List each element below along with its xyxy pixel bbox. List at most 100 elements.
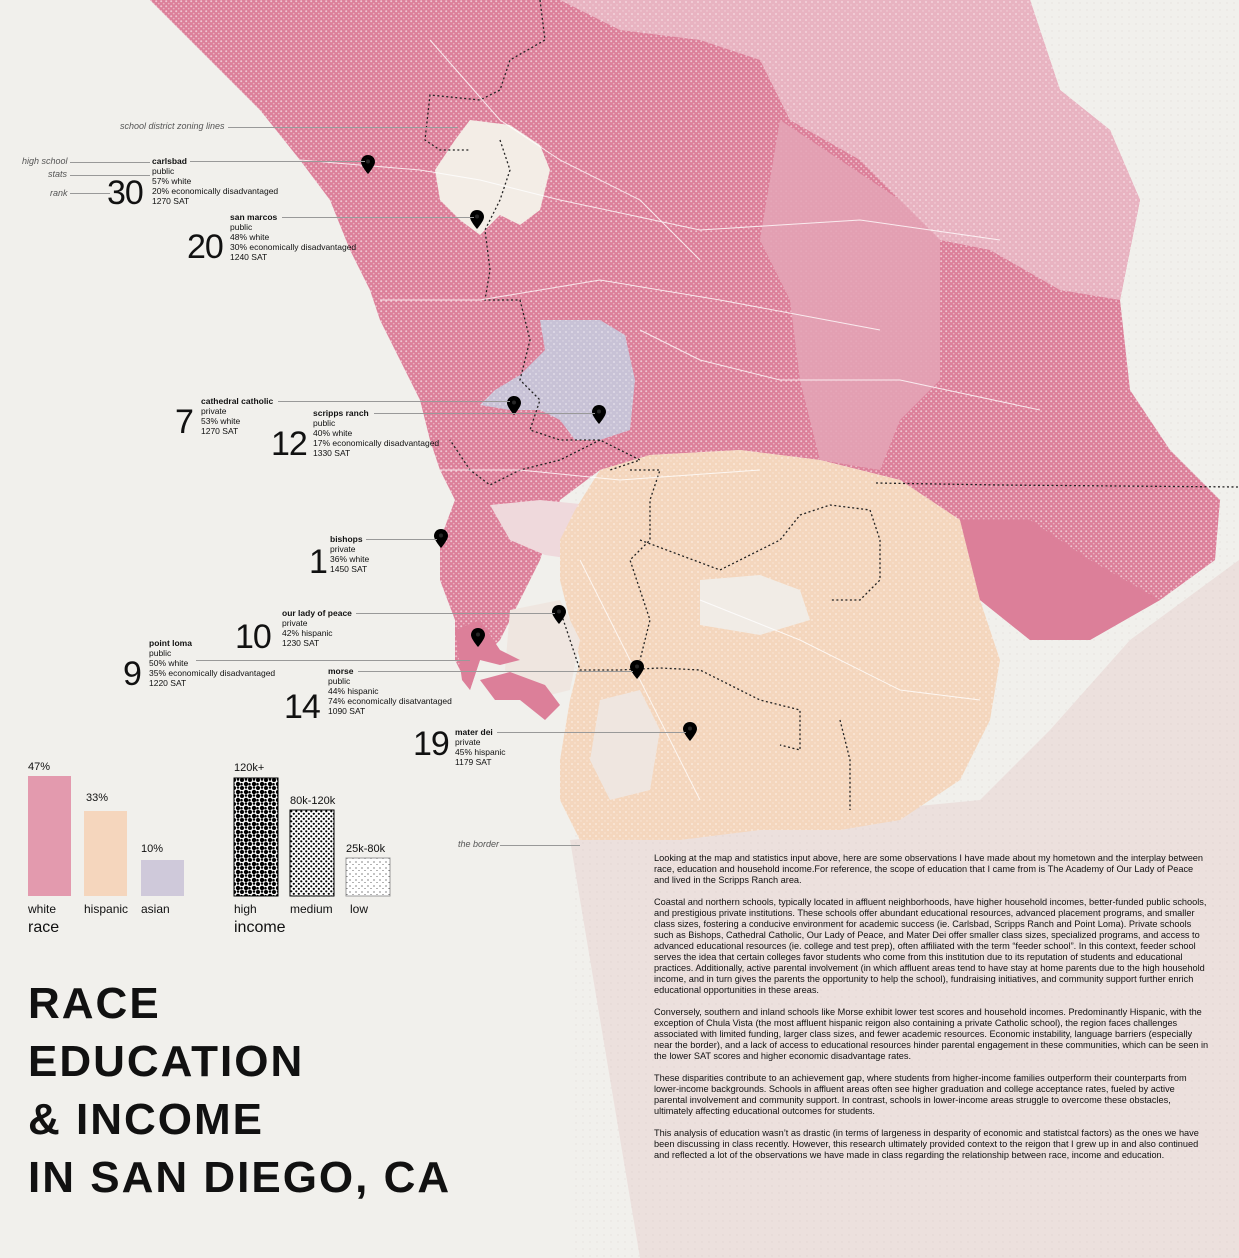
map-pin-icon[interactable] (552, 605, 566, 624)
school-leader-line (196, 660, 470, 661)
school-name: bishops (330, 534, 363, 544)
race-bar-asian (141, 860, 184, 896)
school-stat: 30% economically disadvantaged (230, 242, 357, 252)
paragraph-4: These disparities contribute to an achie… (654, 1073, 1187, 1116)
school-stat: 1330 SAT (313, 448, 351, 458)
school-stat: 1230 SAT (282, 638, 320, 648)
border-label: the border (458, 839, 500, 849)
school-stat: 50% white (149, 658, 189, 668)
school-name: carlsbad (152, 156, 187, 166)
school-name: mater dei (455, 727, 493, 737)
title-line-1: RACE (28, 979, 161, 1028)
race-value-asian: 10% (141, 843, 164, 855)
school-stat: 17% economically disadvantaged (313, 438, 440, 448)
school-stat: 44% hispanic (328, 686, 379, 696)
rank-label: rank (50, 188, 68, 198)
school-label: point loma public 50% white 35% economicall… (149, 638, 275, 688)
income-box-low (345, 857, 391, 897)
school-rank: 30 (107, 174, 144, 212)
school-stat: 35% economically disadvantaged (149, 668, 276, 678)
school-label: our lady of peace private 42% hispanic 1230… (282, 608, 352, 648)
map-pin-icon[interactable] (507, 396, 521, 415)
school-stat: private (201, 406, 227, 416)
race-value-white: 47% (28, 761, 51, 773)
race-bar-hispanic (84, 811, 127, 896)
school-leader-line (366, 539, 437, 540)
school-stat: public (313, 418, 336, 428)
map-pin-icon[interactable] (470, 210, 484, 229)
school-label: mater dei private 45% hispanic 1179 SAT (455, 727, 506, 767)
school-name: our lady of peace (282, 608, 352, 618)
school-stat: 36% white (330, 554, 370, 564)
paragraph-3: Conversely, southern and inland schools … (654, 1007, 1209, 1061)
school-label: cathedral catholic private 53% white 1270 S… (201, 396, 273, 436)
school-rank: 7 (175, 403, 194, 441)
school-rank: 20 (187, 228, 224, 266)
income-value-low: 25k-80k (346, 843, 386, 855)
map-pin-icon[interactable] (592, 405, 606, 424)
page-title: RACE EDUCATION & INCOME IN SAN DIEGO, CA (28, 975, 451, 1207)
income-legend-boxes (233, 777, 391, 897)
school-stat: 1220 SAT (149, 678, 187, 688)
school-leader-line (358, 671, 633, 672)
school-stat: private (282, 618, 308, 628)
title-line-4: IN SAN DIEGO, CA (28, 1153, 452, 1202)
paragraph-1: Looking at the map and statistics input … (654, 853, 1204, 885)
race-legend-label: race (28, 919, 60, 936)
school-rank: 9 (123, 655, 142, 693)
income-value-medium: 80k-120k (290, 795, 336, 807)
school-stat: 1270 SAT (152, 196, 190, 206)
school-label: morse public 44% hispanic 74% economically … (328, 666, 452, 716)
school-name: scripps ranch (313, 408, 369, 418)
school-leader-line (282, 217, 474, 218)
school-leader-line (497, 732, 686, 733)
map-pin-icon[interactable] (434, 529, 448, 548)
observations-text: Looking at the map and statistics input … (654, 853, 1210, 1172)
zoning-label: school district zoning lines (120, 121, 225, 131)
map-pin-icon[interactable] (630, 660, 644, 679)
income-cat-high: high (234, 902, 257, 916)
school-rank: 14 (284, 688, 321, 726)
school-label: scripps ranch public 40% white 17% economic… (313, 408, 439, 458)
school-name: morse (328, 666, 354, 676)
school-stat: 74% economically disatvantaged (328, 696, 452, 706)
title-line-2: EDUCATION (28, 1037, 305, 1086)
map-pin-icon[interactable] (683, 722, 697, 741)
school-rank: 1 (309, 543, 328, 581)
school-rank: 19 (413, 725, 450, 763)
school-stat: 1179 SAT (455, 757, 492, 767)
income-cat-low: low (350, 902, 369, 916)
paragraph-2: Coastal and northern schools, typically … (654, 897, 1207, 995)
school-stat: 48% white (230, 232, 270, 242)
school-rank: 10 (235, 618, 272, 656)
school-label: san marcos public 48% white 30% economicall… (230, 212, 356, 262)
school-stat: public (328, 676, 351, 686)
school-stat: 1450 SAT (330, 564, 368, 574)
map-pin-icon[interactable] (361, 155, 375, 174)
school-leader-line (190, 161, 365, 162)
school-label: carlsbad public 57% white 20% economically … (152, 156, 278, 206)
school-stat: 45% hispanic (455, 747, 506, 757)
map-pin-icon[interactable] (471, 628, 485, 647)
paragraph-5: This analysis of education wasn’t as dra… (654, 1128, 1199, 1160)
school-stat: public (149, 648, 172, 658)
school-rank: 12 (271, 425, 308, 463)
school-label: bishops private 36% white 1450 SAT (330, 534, 369, 574)
school-stat: private (455, 737, 481, 747)
zoning-leader (228, 127, 458, 128)
school-stat: public (230, 222, 253, 232)
race-bar-white (28, 776, 71, 896)
income-legend-label: income (234, 919, 286, 936)
race-legend-bars (28, 776, 184, 896)
school-name: san marcos (230, 212, 278, 222)
income-value-high: 120k+ (234, 762, 265, 774)
school-stat: public (152, 166, 175, 176)
income-box-medium (289, 809, 335, 897)
school-stat: 40% white (313, 428, 353, 438)
school-stat: 57% white (152, 176, 192, 186)
school-leader-line (278, 401, 510, 402)
school-leader-line (356, 613, 555, 614)
school-leader-line (374, 413, 595, 414)
school-name: cathedral catholic (201, 396, 274, 406)
race-cat-hispanic: hispanic (84, 902, 129, 916)
